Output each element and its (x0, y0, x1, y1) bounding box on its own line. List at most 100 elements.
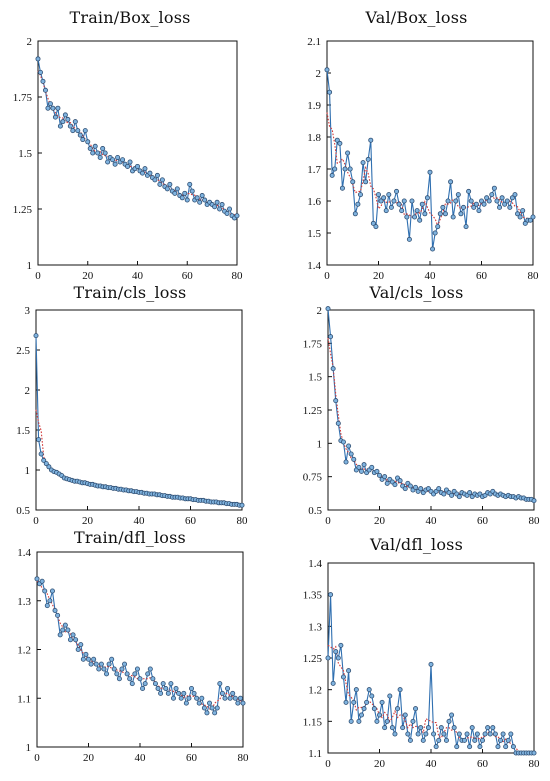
data-point (355, 201, 361, 207)
data-point (109, 656, 115, 662)
data-point (224, 210, 230, 216)
data-point (43, 461, 49, 467)
data-point (395, 706, 401, 712)
data-point (455, 192, 461, 198)
data-point (178, 695, 184, 701)
x-tick-label: 60 (477, 515, 489, 527)
data-point (406, 236, 412, 242)
data-point (346, 443, 352, 449)
data-point (120, 157, 126, 163)
data-point (194, 695, 200, 701)
data-point (129, 681, 135, 687)
data-point (204, 710, 210, 716)
data-point (186, 695, 192, 701)
data-point (361, 462, 367, 468)
x-tick-label: 80 (232, 270, 244, 282)
data-point (91, 656, 97, 662)
chart-title: Val/cls_loss (369, 283, 464, 302)
data-point (95, 150, 101, 156)
data-point (207, 700, 213, 706)
data-point (413, 484, 419, 490)
data-point (134, 163, 140, 169)
data-point (110, 157, 116, 163)
x-tick-label: 0 (33, 515, 39, 527)
y-tick-label: 1.8 (307, 132, 321, 144)
data-point (348, 451, 354, 457)
data-point (415, 731, 421, 737)
y-tick-label: 2 (25, 385, 31, 397)
series-line (36, 578, 244, 715)
chart-svg: 0 20 40 60 80 0.5 0.75 1 1.25 1.5 1.75 2 (303, 305, 540, 527)
data-point (98, 661, 104, 667)
data-point (358, 712, 364, 718)
data-point (472, 737, 478, 743)
data-point (168, 681, 174, 687)
data-point (419, 201, 425, 207)
y-tick-label: 2.1 (307, 36, 321, 48)
data-point (388, 204, 394, 210)
data-point (340, 674, 346, 680)
data-point (365, 156, 371, 162)
data-point (486, 198, 492, 204)
data-point (479, 737, 485, 743)
data-point (342, 166, 348, 172)
data-point (392, 731, 398, 737)
chart-svg: 0 20 40 60 80 1 1.1 1.2 1.3 1.4 (17, 547, 249, 764)
x-tick-label: 20 (82, 515, 94, 527)
data-point (522, 220, 528, 226)
data-point (343, 699, 349, 705)
chart-title: Train/Box_loss (69, 8, 191, 27)
data-point (328, 334, 334, 340)
data-point (345, 150, 351, 156)
data-point (52, 608, 58, 614)
chart-svg: 0 20 40 60 80 0.5 1 1.5 2 2.5 3 (16, 305, 249, 527)
data-point (347, 166, 353, 172)
plot-frame (326, 40, 534, 266)
data-point (487, 731, 493, 737)
data-point (170, 695, 176, 701)
data-point (237, 695, 243, 701)
data-point (60, 627, 66, 633)
data-point (154, 172, 160, 178)
data-point (330, 366, 336, 372)
x-tick-label: 80 (237, 515, 249, 527)
data-point (164, 186, 170, 192)
data-point (112, 161, 118, 167)
data-point (41, 457, 47, 463)
y-tick-label: 0.5 (308, 505, 322, 517)
data-point (520, 208, 526, 214)
y-tick-label: 3 (25, 305, 31, 317)
y-tick-label: 1.25 (13, 204, 33, 216)
data-point (405, 731, 411, 737)
data-point (147, 170, 153, 176)
data-point (449, 712, 455, 718)
data-point (453, 198, 459, 204)
data-point (424, 195, 430, 201)
data-point (72, 119, 78, 125)
data-point (86, 656, 92, 662)
data-point (397, 687, 403, 693)
data-point (383, 208, 389, 214)
y-tick-label: 2 (27, 36, 33, 48)
y-tick-label: 1.3 (308, 621, 322, 633)
y-tick-label: 1.7 (307, 164, 321, 176)
data-point (449, 492, 455, 498)
data-point (85, 139, 91, 145)
chart-train-dfl-loss: Train/dfl_loss 0 20 40 60 80 1 1.1 1.2 1.3 1.4 (0, 528, 260, 781)
data-point (505, 737, 511, 743)
data-point (478, 198, 484, 204)
data-point (425, 725, 431, 731)
data-point (368, 137, 374, 143)
data-point (435, 224, 441, 230)
data-point (420, 737, 426, 743)
data-point (163, 685, 169, 691)
data-point (394, 188, 400, 194)
data-point (214, 199, 220, 205)
y-tick-label: 1.4 (308, 558, 322, 570)
y-tick-label: 1.25 (303, 405, 323, 417)
data-point (33, 333, 39, 339)
data-point (508, 731, 514, 737)
data-point (503, 744, 509, 750)
data-point (184, 197, 190, 203)
